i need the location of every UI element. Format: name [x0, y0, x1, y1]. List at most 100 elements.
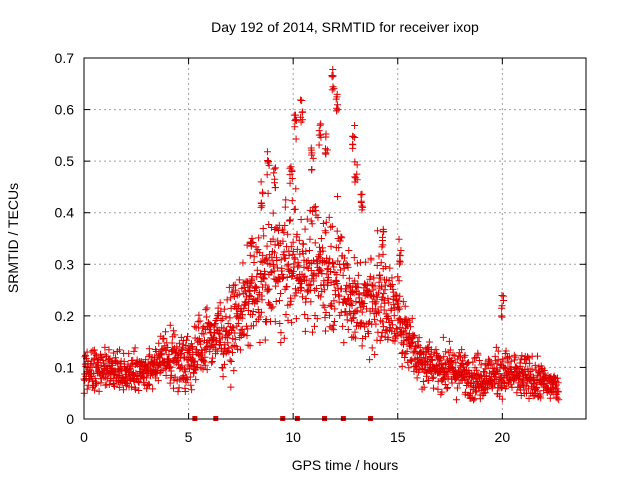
data-point: [303, 276, 311, 284]
data-point: [307, 298, 315, 306]
data-point: [345, 274, 353, 282]
data-point: [283, 262, 291, 270]
data-point: [301, 272, 309, 280]
data-point: [286, 179, 294, 187]
data-point: [374, 289, 382, 297]
data-point: [170, 376, 178, 384]
data-point: [334, 192, 342, 200]
data-point: [286, 216, 294, 224]
data-point: [167, 371, 175, 379]
data-point: [231, 335, 239, 343]
data-point: [302, 295, 310, 303]
data-point: [387, 317, 395, 325]
data-point: [434, 385, 442, 393]
data-point: [367, 256, 375, 264]
data-point: [398, 362, 406, 370]
data-point: [355, 290, 363, 298]
data-point: [291, 255, 299, 263]
data-point: [297, 284, 305, 292]
x-tick-label: 10: [285, 429, 301, 445]
data-point: [376, 271, 384, 279]
data-point: [295, 262, 303, 270]
data-point: [200, 330, 208, 338]
data-point: [354, 283, 362, 291]
data-point: [461, 351, 469, 359]
data-point: [289, 238, 297, 246]
data-point: [203, 313, 211, 321]
data-point: [246, 287, 254, 295]
data-point: [289, 272, 297, 280]
data-point: [365, 287, 373, 295]
data-point: [487, 359, 495, 367]
data-point: [267, 304, 275, 312]
data-point: [498, 395, 506, 403]
data-point: [282, 310, 290, 318]
data-point: [257, 269, 265, 277]
data-point: [243, 332, 251, 340]
data-point: [342, 260, 350, 268]
data-point: [333, 271, 341, 279]
data-point: [361, 333, 369, 341]
data-point: [321, 314, 329, 322]
data-point: [446, 346, 454, 354]
data-point: [270, 267, 278, 275]
data-point: [289, 248, 297, 256]
data-point: [358, 342, 366, 350]
data-point: [272, 164, 280, 172]
data-point: [145, 381, 153, 389]
data-point: [356, 259, 364, 267]
y-tick-label: 0.3: [55, 256, 75, 272]
data-point: [335, 292, 343, 300]
data-point: [448, 379, 456, 387]
data-point: [458, 346, 466, 354]
data-point: [415, 350, 423, 358]
data-point: [537, 394, 545, 402]
data-point: [368, 281, 376, 289]
data-point: [321, 303, 329, 311]
data-point: [382, 263, 390, 271]
data-point: [175, 384, 183, 392]
data-point: [292, 315, 300, 323]
data-point: [267, 268, 275, 276]
data-point: [362, 281, 370, 289]
data-point: [117, 357, 125, 365]
data-point: [110, 381, 118, 389]
data-point: [327, 268, 335, 276]
data-point: [186, 373, 194, 381]
data-point: [372, 298, 380, 306]
data-point: [340, 264, 348, 272]
chart-title: Day 192 of 2014, SRMTID for receiver ixo…: [211, 19, 479, 35]
data-point: [235, 320, 243, 328]
data-point: [428, 356, 436, 364]
data-point: [211, 320, 219, 328]
data-point: [193, 361, 201, 369]
data-point: [216, 299, 224, 307]
data-point: [320, 286, 328, 294]
data-point: [171, 331, 179, 339]
data-point: [288, 174, 296, 182]
data-point: [318, 269, 326, 277]
data-point: [255, 288, 263, 296]
data-point: [290, 268, 297, 276]
data-point: [500, 296, 508, 304]
data-point: [555, 396, 563, 404]
data-point: [345, 295, 353, 303]
data-point: [91, 374, 99, 382]
x-tick-label: 5: [185, 429, 193, 445]
data-point: [380, 290, 388, 298]
data-point: [182, 336, 190, 344]
data-point: [437, 354, 445, 362]
data-point: [116, 346, 124, 354]
data-point: [317, 234, 325, 242]
data-point: [413, 374, 421, 382]
data-point: [317, 293, 325, 301]
data-point: [142, 374, 150, 382]
data-point: [334, 257, 342, 265]
data-point: [392, 332, 400, 340]
data-point: [288, 318, 296, 326]
data-point: [223, 296, 231, 304]
data-point: [301, 225, 309, 233]
data-point: [451, 352, 459, 360]
data-point: [261, 336, 269, 344]
